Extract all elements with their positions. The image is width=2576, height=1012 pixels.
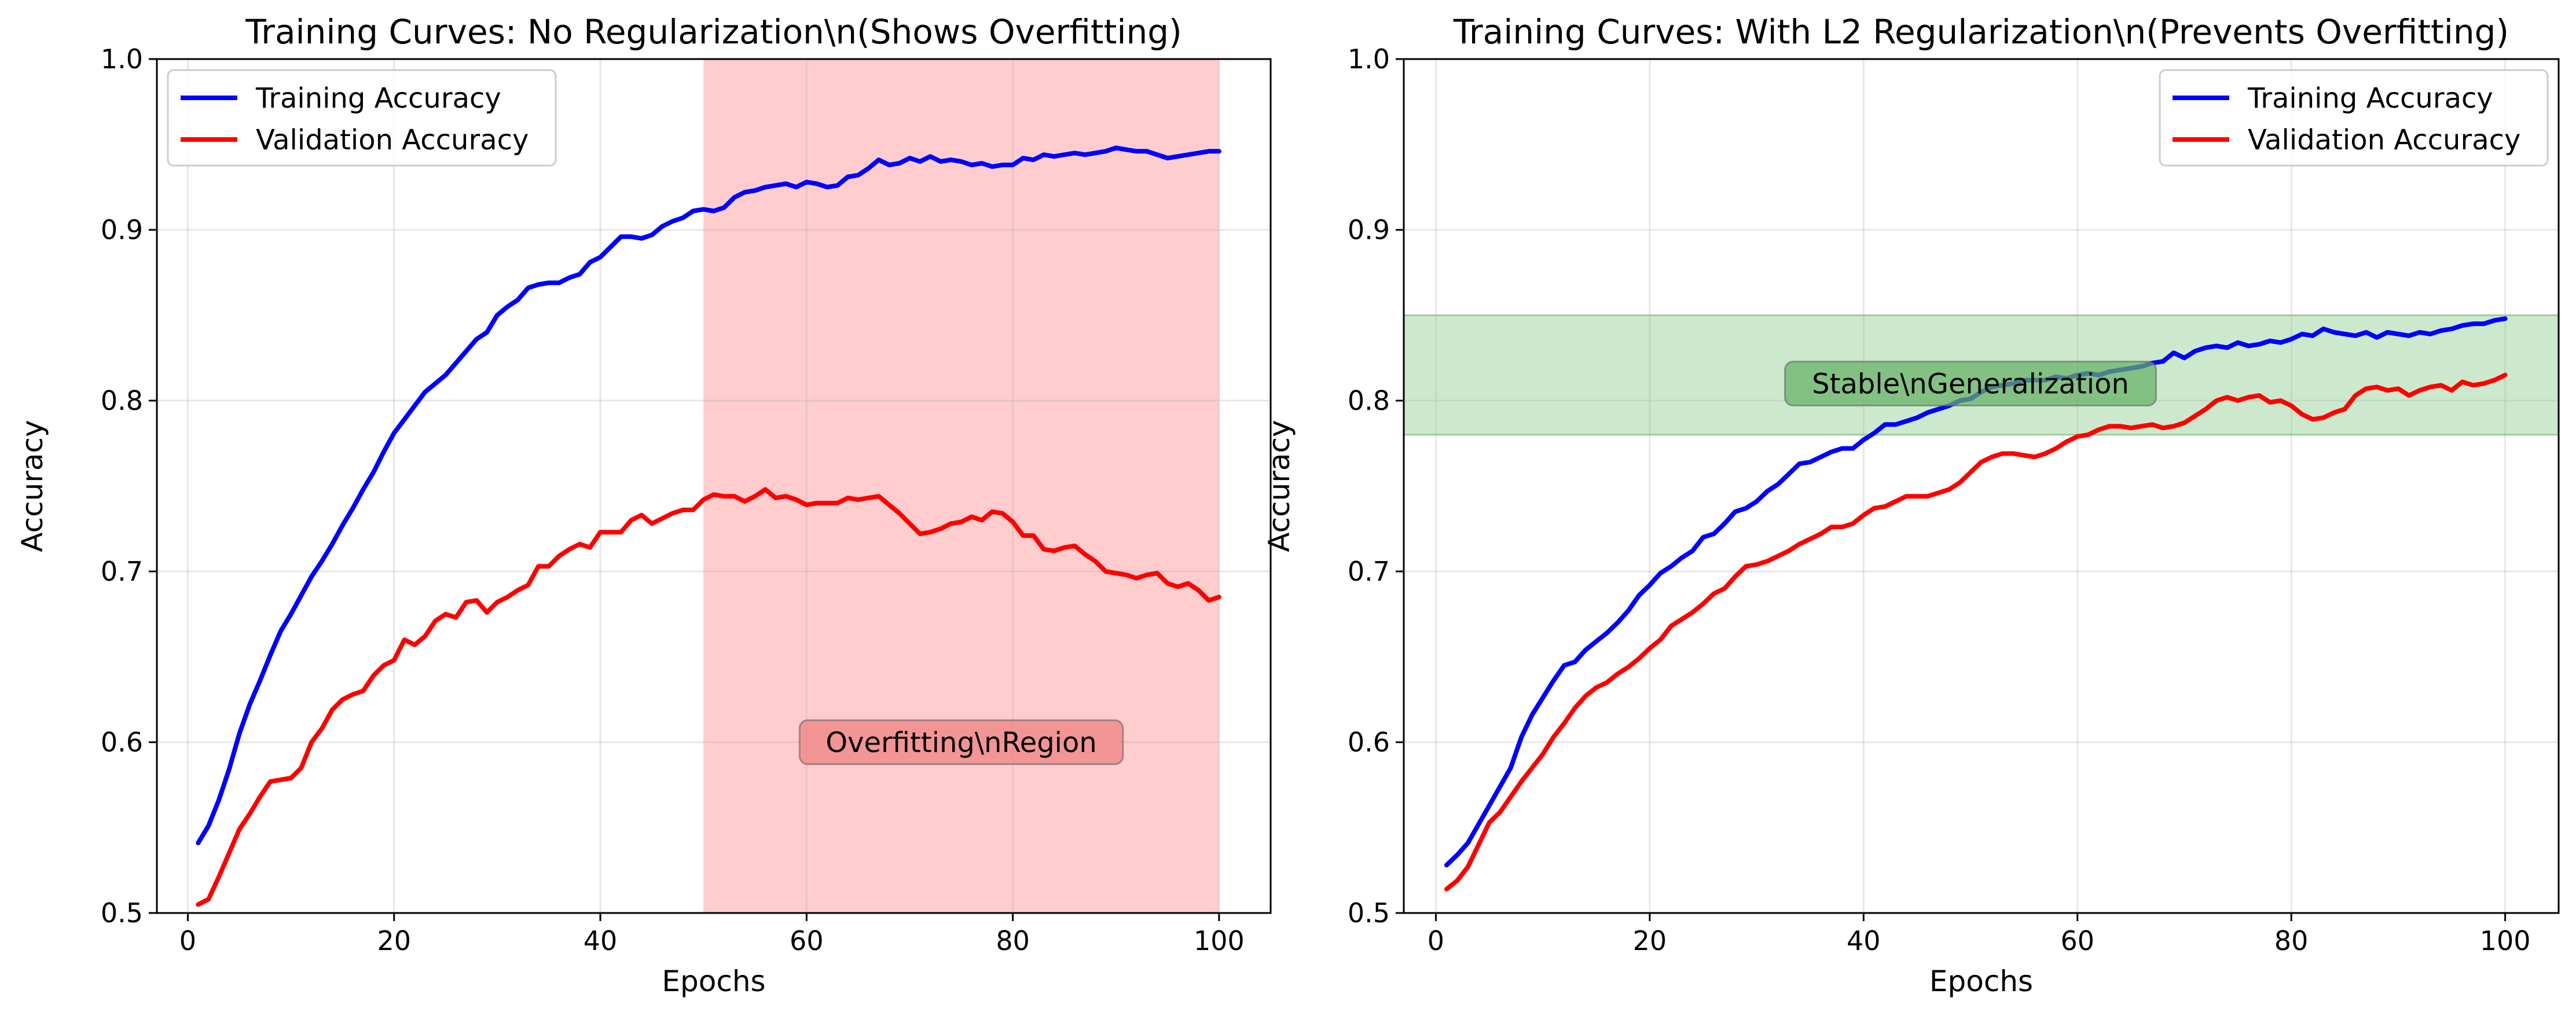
annotation-box <box>1784 361 2157 406</box>
tick-label-x: 80 <box>996 925 1030 956</box>
legend-entry: Validation Accuracy <box>256 124 529 156</box>
legend: Training Accuracy Validation Accuracy <box>2159 69 2549 167</box>
tick-label-x: 60 <box>790 925 824 956</box>
tick-label-y: 0.7 <box>101 556 143 587</box>
tick-label-y: 0.6 <box>101 727 143 758</box>
tick-label-y: 0.5 <box>1348 897 1390 929</box>
legend-entry: Training Accuracy <box>255 82 501 115</box>
chart-panel-2: Stable\nGeneralization 0 20 40 60 80 100 0.5 0.6… <box>1263 12 2560 998</box>
tick-label-y: 1.0 <box>101 43 143 75</box>
annotation-text: Overfitting\nRegion <box>825 727 1096 759</box>
tick-label-y: 0.5 <box>101 897 143 929</box>
y-axis-label: Accuracy <box>1263 420 1296 552</box>
tick-label-x: 0 <box>179 925 196 956</box>
tick-label-x: 80 <box>2274 925 2309 956</box>
highlight-band <box>703 59 1219 913</box>
tick-label-x: 100 <box>1194 925 1245 956</box>
tick-label-y: 0.9 <box>1348 214 1390 245</box>
legend-box <box>167 69 557 167</box>
tick-label-y: 0.9 <box>101 214 143 245</box>
plot-frame <box>156 58 1272 914</box>
annotation-box <box>798 719 1124 765</box>
tick-label-x: 40 <box>584 925 618 956</box>
tick-label-y: 1.0 <box>1348 43 1390 75</box>
chart-title: Training Curves: No Regularization\n(Sho… <box>245 12 1182 52</box>
tick-label-x: 0 <box>1428 925 1444 956</box>
x-axis-label: Epochs <box>662 965 765 998</box>
legend: Training Accuracy Validation Accuracy <box>167 69 557 167</box>
tick-label-y: 0.6 <box>1348 727 1390 758</box>
legend-box <box>2159 69 2549 167</box>
y-axis-label: Accuracy <box>16 420 49 552</box>
annotation-text: Stable\nGeneralization <box>1812 368 2129 401</box>
plot-frame <box>1403 58 2560 914</box>
tick-label-y: 0.8 <box>101 385 143 416</box>
tick-label-x: 60 <box>2060 925 2094 956</box>
legend-entry: Validation Accuracy <box>2248 124 2520 156</box>
tick-label-x: 20 <box>1633 925 1667 956</box>
tick-label-x: 20 <box>377 925 411 956</box>
series-line-validation <box>1444 372 2508 892</box>
legend-entry: Training Accuracy <box>2247 82 2493 115</box>
x-axis-label: Epochs <box>1929 965 2033 998</box>
tick-label-y: 0.8 <box>1348 385 1390 416</box>
chart-title: Training Curves: With L2 Regularization\… <box>1453 12 2509 52</box>
series-line-validation <box>196 487 1221 907</box>
tick-label-x: 40 <box>1847 925 1881 956</box>
chart-panel-1: Overfitting\nRegion 0 20 40 60 80 100 0.5 0.6 0.7… <box>16 12 1272 998</box>
tick-label-x: 100 <box>2480 925 2531 956</box>
series-line-training <box>196 145 1221 845</box>
tick-label-y: 0.7 <box>1348 556 1390 587</box>
